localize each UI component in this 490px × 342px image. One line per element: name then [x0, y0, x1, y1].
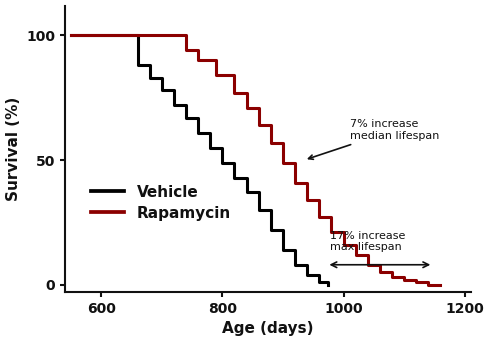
- Y-axis label: Survival (%): Survival (%): [5, 97, 21, 201]
- Text: 17% increase
max lifespan: 17% increase max lifespan: [330, 231, 406, 252]
- X-axis label: Age (days): Age (days): [222, 321, 314, 337]
- Text: 7% increase
median lifespan: 7% increase median lifespan: [309, 119, 439, 159]
- Legend: Vehicle, Rapamycin: Vehicle, Rapamycin: [85, 179, 237, 227]
